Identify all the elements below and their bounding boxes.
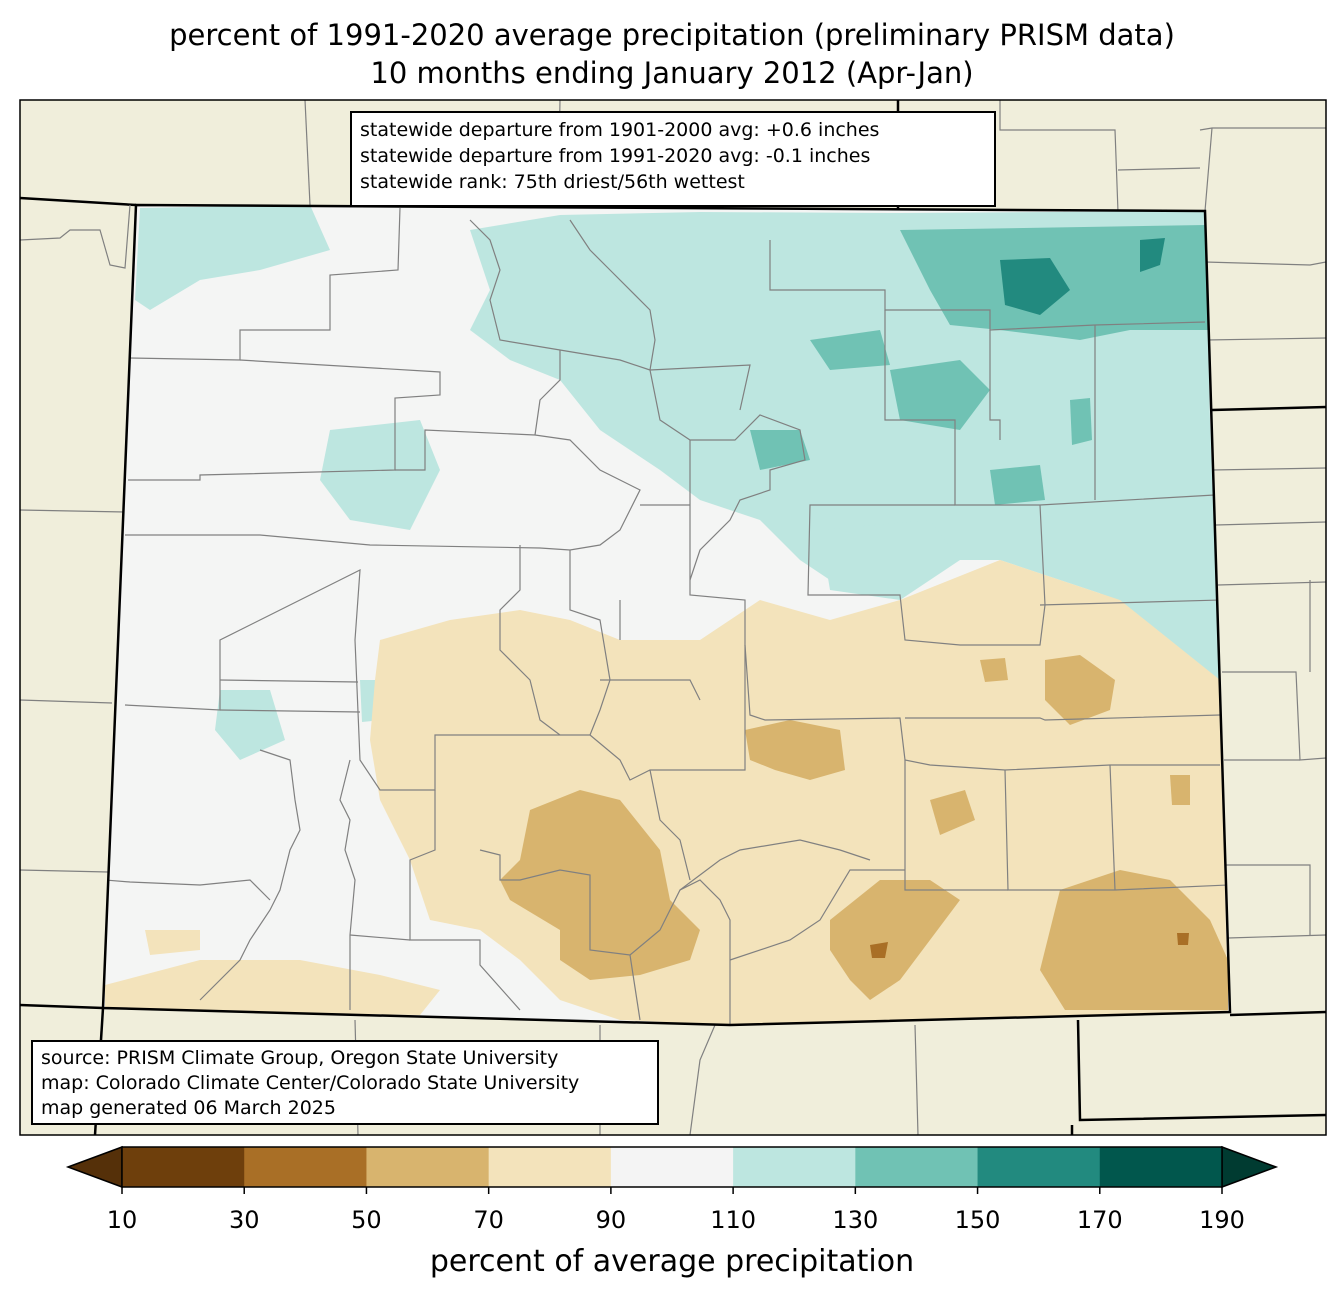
colorbar-tick-label: 190	[1199, 1206, 1245, 1234]
source-line-1: source: PRISM Climate Group, Oregon Stat…	[41, 1047, 559, 1069]
colorbar-under-arrow	[65, 1145, 123, 1189]
source-line-2: map: Colorado Climate Center/Colorado St…	[41, 1072, 580, 1094]
stats-line-2: statewide departure from 1991-2020 avg: …	[360, 145, 871, 167]
colorbar-segment	[244, 1147, 367, 1187]
colorbar-tick-label: 90	[595, 1206, 627, 1234]
county-lines	[104, 207, 1229, 1025]
colorbar-tick-label: 10	[106, 1206, 138, 1234]
colorbar-tick-label: 130	[832, 1206, 879, 1234]
colorbar-segment	[366, 1147, 490, 1187]
colorbar-tick-label: 170	[1076, 1206, 1123, 1234]
stats-line-3: statewide rank: 75th driest/56th wettest	[360, 171, 745, 193]
map-title: percent of 1991-2020 average precipitati…	[169, 18, 1175, 52]
stats-line-1: statewide departure from 1901-2000 avg: …	[360, 119, 880, 141]
colorbar-segment	[1099, 1147, 1223, 1187]
colorbar-tick-label: 50	[351, 1206, 382, 1234]
colorbar-segment	[488, 1147, 612, 1187]
colorbar-segment	[610, 1147, 734, 1187]
colorbar-segment	[733, 1147, 856, 1187]
map-frame	[19, 99, 1327, 1136]
colorbar-label: percent of average precipitation	[429, 1244, 915, 1279]
colorado-border	[101, 203, 1232, 1027]
colorbar-segment	[122, 1147, 245, 1187]
colorado-precipitation-field	[103, 205, 1230, 1025]
colorbar-tick-label: 70	[473, 1206, 504, 1234]
colorbar-tick-label: 110	[710, 1206, 757, 1234]
colorbar-tick-label: 30	[228, 1206, 260, 1234]
colorbar-over-arrow	[1221, 1145, 1279, 1189]
source-line-3: map generated 06 March 2025	[41, 1097, 336, 1119]
colorbar-tick-label: 150	[954, 1206, 1001, 1234]
map-subtitle: 10 months ending January 2012 (Apr-Jan)	[370, 56, 974, 90]
colorbar	[65, 1145, 1279, 1194]
colorbar-segment	[977, 1147, 1101, 1187]
colorbar-segment	[855, 1147, 979, 1187]
source-box: source: PRISM Climate Group, Oregon Stat…	[31, 1040, 659, 1125]
statewide-stats-box: statewide departure from 1901-2000 avg: …	[350, 111, 996, 207]
